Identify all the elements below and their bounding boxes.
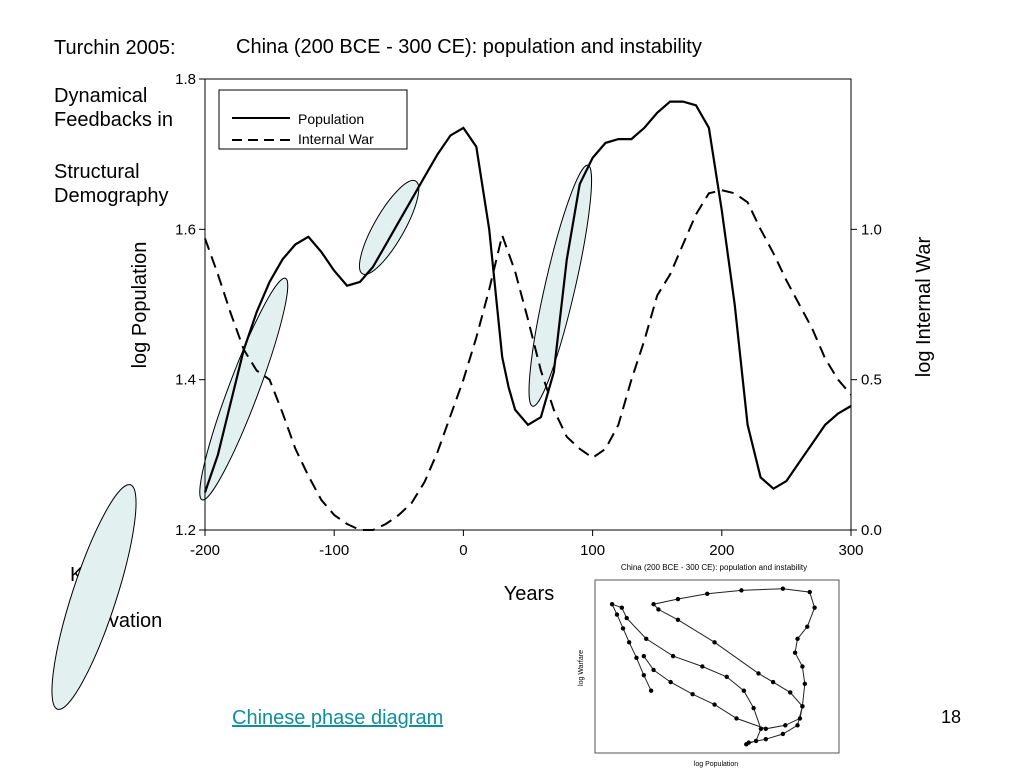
phase-point [609,602,615,607]
chinese-phase-diagram-link[interactable]: Chinese phase diagram [232,707,444,729]
phase-point [805,624,810,629]
phase-diagram-x-label: log Population [694,761,738,768]
phase-point [780,586,786,591]
slide-number: 18 [941,707,962,727]
x-axis-label: Years [504,583,554,605]
subtitle-line-2: Structural Demography [54,161,169,207]
phase-point [675,617,681,622]
phase-diagram-trajectory [611,588,816,745]
y-tick-label: 1.8 [175,71,196,88]
legend-internal-war-label: Internal War [298,131,374,147]
phase-point [746,740,751,745]
chart-title: China (200 BCE - 300 CE): population and… [236,36,702,58]
x-tick-label: -100 [319,542,349,559]
y-tick-label: 1.2 [175,522,196,539]
y2-axis-label: log Internal War [913,236,935,377]
x-tick-label: 300 [838,542,863,559]
phase-point [807,589,812,595]
innovation-ellipse [359,179,420,275]
phase-point [626,640,632,645]
phase-point [712,640,717,645]
phase-point [741,688,747,693]
phase-point [705,591,710,597]
phase-point [739,588,744,593]
innovation-ellipse [528,164,593,407]
phase-point [656,607,661,612]
phase-diagram-frame [594,579,840,754]
legend-population-label: Population [298,111,364,127]
phase-point [624,615,629,621]
population-series-line [203,100,852,493]
chart-legend: Population Internal War [218,89,408,150]
phase-point [668,679,673,685]
phase-point [753,738,759,744]
phase-point [770,679,776,685]
phase-diagram-y-label: log Warfare [578,650,585,686]
phase-point [620,626,626,631]
x-tick-label: -200 [190,542,220,559]
phase-point [783,723,788,728]
phase-point [651,602,656,607]
y-tick-label: 1.6 [175,221,196,238]
phase-point [619,605,625,610]
phase-point [614,612,620,617]
phase-point [675,596,681,602]
phase-point [690,691,695,697]
x-tick-label: 0 [459,542,467,559]
phase-point [712,702,717,707]
reference-text: Turchin 2005: [54,37,176,59]
innovation-ellipse-layer [199,164,593,501]
phase-point [812,605,817,610]
phase-diagram-points [609,586,817,747]
phase-point [724,674,729,680]
x-tick-label: 100 [580,542,605,559]
phase-point [756,671,761,676]
phase-point [751,705,756,711]
y-axis-label: log Population [129,242,151,369]
phase-point [763,736,768,742]
y2-tick-label: 1.0 [861,221,882,238]
subtitle-line-1: Dynamical Feedbacks in [54,85,173,131]
phase-point [758,726,764,731]
y-tick-label: 1.4 [175,372,196,389]
phase-diagram-title: China (200 BCE - 300 CE): population and… [621,563,807,572]
phase-point [800,664,805,669]
phase-point [700,664,705,669]
phase-point [795,636,800,642]
phase-point [651,667,656,673]
y2-tick-label: 0.5 [861,372,882,389]
internal-war-series-line [204,189,852,531]
phase-point [644,636,649,642]
phase-point [670,653,676,659]
key-innovation-ellipse [51,484,137,710]
phase-point [780,731,786,737]
phase-point [648,688,654,693]
phase-point [641,653,646,659]
phase-point [802,681,808,686]
tick-layer: -200 -100 0 100 200 300 1.2 1.4 1.6 1.8 0.0 0.5 1.0 [175,71,882,559]
phase-point [795,723,800,728]
phase-point [634,655,639,661]
phase-point [800,704,805,709]
phase-point [641,672,646,678]
phase-point [734,716,739,721]
innovation-ellipse [199,277,289,501]
x-tick-label: 200 [709,542,734,559]
phase-point [788,690,793,695]
phase-diagram-chart: China (200 BCE - 300 CE): population and… [578,563,840,768]
y2-tick-label: 0.0 [861,522,882,539]
phase-point [797,716,803,721]
phase-point [792,650,798,655]
phase-point [763,726,768,731]
plot-frame [204,78,852,531]
